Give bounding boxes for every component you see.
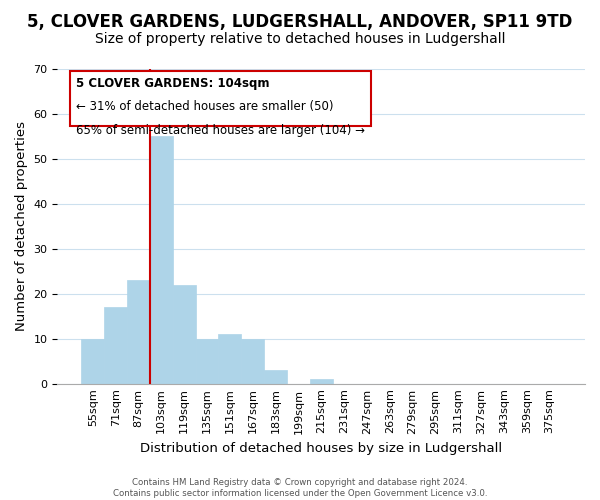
- Bar: [264, 370, 287, 384]
- Bar: [104, 308, 127, 384]
- Text: ← 31% of detached houses are smaller (50): ← 31% of detached houses are smaller (50…: [76, 100, 334, 114]
- X-axis label: Distribution of detached houses by size in Ludgershall: Distribution of detached houses by size …: [140, 442, 502, 455]
- Bar: [82, 338, 104, 384]
- Text: 65% of semi-detached houses are larger (104) →: 65% of semi-detached houses are larger (…: [76, 124, 365, 137]
- Text: 5, CLOVER GARDENS, LUDGERSHALL, ANDOVER, SP11 9TD: 5, CLOVER GARDENS, LUDGERSHALL, ANDOVER,…: [28, 12, 572, 30]
- Bar: [150, 136, 173, 384]
- Bar: [310, 379, 332, 384]
- Bar: [218, 334, 241, 384]
- Bar: [173, 285, 196, 384]
- Text: Contains HM Land Registry data © Crown copyright and database right 2024.
Contai: Contains HM Land Registry data © Crown c…: [113, 478, 487, 498]
- Text: Size of property relative to detached houses in Ludgershall: Size of property relative to detached ho…: [95, 32, 505, 46]
- Bar: [127, 280, 150, 384]
- Bar: [241, 338, 264, 384]
- Text: 5 CLOVER GARDENS: 104sqm
← 31% of detached houses are smaller (50)
65% of semi-d: 5 CLOVER GARDENS: 104sqm ← 31% of detach…: [76, 77, 365, 120]
- Bar: [196, 338, 218, 384]
- Y-axis label: Number of detached properties: Number of detached properties: [15, 122, 28, 332]
- Text: 5 CLOVER GARDENS: 104sqm: 5 CLOVER GARDENS: 104sqm: [76, 77, 269, 90]
